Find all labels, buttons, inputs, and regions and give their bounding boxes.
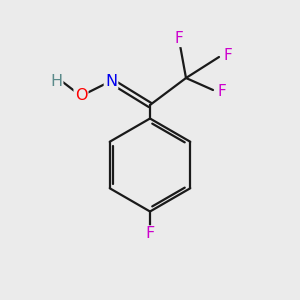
- Text: F: F: [146, 226, 154, 242]
- Text: F: F: [223, 48, 232, 63]
- Text: F: F: [217, 84, 226, 99]
- Text: H: H: [50, 74, 62, 88]
- Text: N: N: [105, 74, 117, 88]
- Text: O: O: [75, 88, 87, 104]
- Text: F: F: [174, 31, 183, 46]
